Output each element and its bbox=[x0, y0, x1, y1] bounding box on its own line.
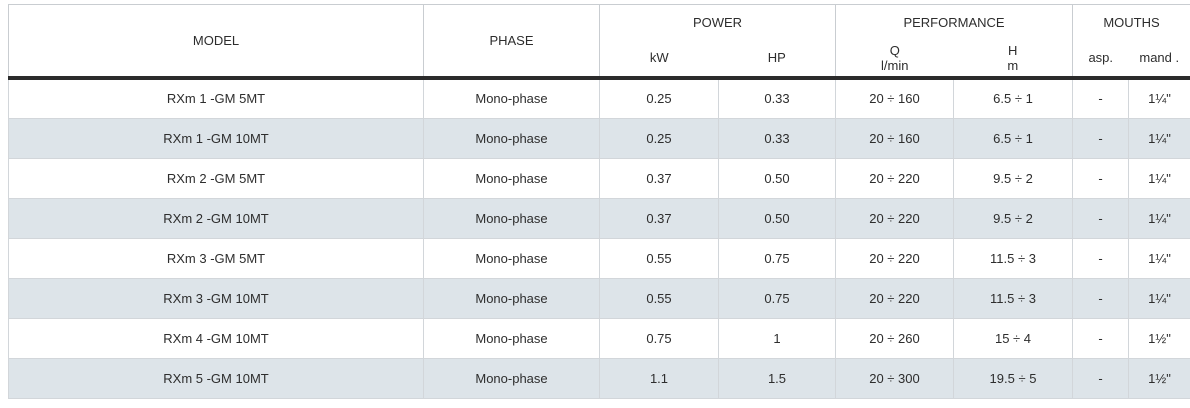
cell-h: 15 ÷ 4 bbox=[953, 317, 1073, 359]
cell-q: 20 ÷ 220 bbox=[835, 237, 954, 279]
table-header: MODEL PHASE POWER PERFORMANCE MOUTHS kW … bbox=[8, 4, 1190, 78]
cell-kw: 0.37 bbox=[599, 197, 719, 239]
header-performance: PERFORMANCE bbox=[835, 4, 1073, 39]
cell-phase: Mono-phase bbox=[423, 77, 600, 119]
cell-mand: 1½" bbox=[1128, 317, 1190, 359]
table-row: RXm 3 -GM 10MT Mono-phase 0.55 0.75 20 ÷… bbox=[8, 277, 1190, 319]
subheader-mand: mand . bbox=[1128, 39, 1190, 78]
subheader-kw: kW bbox=[599, 39, 719, 78]
table-row: RXm 2 -GM 5MT Mono-phase 0.37 0.50 20 ÷ … bbox=[8, 157, 1190, 199]
header-power: POWER bbox=[599, 4, 836, 39]
cell-h: 9.5 ÷ 2 bbox=[953, 197, 1073, 239]
cell-kw: 0.55 bbox=[599, 237, 719, 279]
cell-h: 6.5 ÷ 1 bbox=[953, 77, 1073, 119]
cell-q: 20 ÷ 160 bbox=[835, 77, 954, 119]
cell-mand: 1¼" bbox=[1128, 237, 1190, 279]
cell-kw: 1.1 bbox=[599, 357, 719, 399]
cell-phase: Mono-phase bbox=[423, 277, 600, 319]
cell-q: 20 ÷ 260 bbox=[835, 317, 954, 359]
cell-kw: 0.25 bbox=[599, 117, 719, 159]
cell-phase: Mono-phase bbox=[423, 357, 600, 399]
cell-q: 20 ÷ 220 bbox=[835, 277, 954, 319]
cell-h: 11.5 ÷ 3 bbox=[953, 237, 1073, 279]
cell-h: 6.5 ÷ 1 bbox=[953, 117, 1073, 159]
cell-kw: 0.55 bbox=[599, 277, 719, 319]
subheader-h-symbol: H bbox=[1008, 42, 1018, 58]
cell-phase: Mono-phase bbox=[423, 317, 600, 359]
cell-asp: - bbox=[1072, 357, 1129, 399]
cell-model: RXm 3 -GM 5MT bbox=[8, 237, 424, 279]
cell-hp: 1.5 bbox=[718, 357, 836, 399]
table-row: RXm 1 -GM 5MT Mono-phase 0.25 0.33 20 ÷ … bbox=[8, 77, 1190, 119]
header-phase: PHASE bbox=[423, 4, 600, 78]
table-row: RXm 1 -GM 10MT Mono-phase 0.25 0.33 20 ÷… bbox=[8, 117, 1190, 159]
table-row: RXm 5 -GM 10MT Mono-phase 1.1 1.5 20 ÷ 3… bbox=[8, 357, 1190, 399]
subheader-hp: HP bbox=[718, 39, 836, 78]
cell-model: RXm 3 -GM 10MT bbox=[8, 277, 424, 319]
header-model: MODEL bbox=[8, 4, 424, 78]
subheader-asp: asp. bbox=[1072, 39, 1129, 78]
cell-mand: 1¼" bbox=[1128, 157, 1190, 199]
cell-hp: 0.50 bbox=[718, 157, 836, 199]
header-mouths: MOUTHS bbox=[1072, 4, 1190, 39]
cell-asp: - bbox=[1072, 197, 1129, 239]
cell-hp: 0.50 bbox=[718, 197, 836, 239]
table-row: RXm 2 -GM 10MT Mono-phase 0.37 0.50 20 ÷… bbox=[8, 197, 1190, 239]
cell-model: RXm 1 -GM 10MT bbox=[8, 117, 424, 159]
cell-hp: 1 bbox=[718, 317, 836, 359]
cell-phase: Mono-phase bbox=[423, 117, 600, 159]
cell-mand: 1¼" bbox=[1128, 117, 1190, 159]
table-body: RXm 1 -GM 5MT Mono-phase 0.25 0.33 20 ÷ … bbox=[8, 77, 1190, 399]
cell-mand: 1¼" bbox=[1128, 197, 1190, 239]
cell-kw: 0.37 bbox=[599, 157, 719, 199]
cell-model: RXm 2 -GM 5MT bbox=[8, 157, 424, 199]
cell-mand: 1¼" bbox=[1128, 277, 1190, 319]
subheader-q-symbol: Q bbox=[889, 42, 900, 58]
subheader-q-unit: l/min bbox=[881, 57, 909, 73]
cell-q: 20 ÷ 220 bbox=[835, 157, 954, 199]
cell-asp: - bbox=[1072, 77, 1129, 119]
cell-phase: Mono-phase bbox=[423, 157, 600, 199]
cell-asp: - bbox=[1072, 237, 1129, 279]
cell-hp: 0.33 bbox=[718, 77, 836, 119]
cell-hp: 0.75 bbox=[718, 237, 836, 279]
pump-spec-table: MODEL PHASE POWER PERFORMANCE MOUTHS kW … bbox=[8, 4, 1190, 399]
cell-model: RXm 5 -GM 10MT bbox=[8, 357, 424, 399]
cell-kw: 0.75 bbox=[599, 317, 719, 359]
cell-h: 11.5 ÷ 3 bbox=[953, 277, 1073, 319]
cell-asp: - bbox=[1072, 157, 1129, 199]
cell-hp: 0.33 bbox=[718, 117, 836, 159]
cell-model: RXm 2 -GM 10MT bbox=[8, 197, 424, 239]
cell-phase: Mono-phase bbox=[423, 237, 600, 279]
cell-phase: Mono-phase bbox=[423, 197, 600, 239]
cell-q: 20 ÷ 160 bbox=[835, 117, 954, 159]
table-row: RXm 4 -GM 10MT Mono-phase 0.75 1 20 ÷ 26… bbox=[8, 317, 1190, 359]
cell-asp: - bbox=[1072, 277, 1129, 319]
cell-model: RXm 4 -GM 10MT bbox=[8, 317, 424, 359]
cell-asp: - bbox=[1072, 317, 1129, 359]
cell-hp: 0.75 bbox=[718, 277, 836, 319]
table-row: RXm 3 -GM 5MT Mono-phase 0.55 0.75 20 ÷ … bbox=[8, 237, 1190, 279]
cell-q: 20 ÷ 300 bbox=[835, 357, 954, 399]
cell-mand: 1¼" bbox=[1128, 77, 1190, 119]
cell-h: 9.5 ÷ 2 bbox=[953, 157, 1073, 199]
cell-mand: 1½" bbox=[1128, 357, 1190, 399]
cell-kw: 0.25 bbox=[599, 77, 719, 119]
header-group-row: MODEL PHASE POWER PERFORMANCE MOUTHS bbox=[8, 4, 1190, 78]
cell-model: RXm 1 -GM 5MT bbox=[8, 77, 424, 119]
cell-q: 20 ÷ 220 bbox=[835, 197, 954, 239]
subheader-h-unit: m bbox=[1007, 57, 1019, 73]
cell-asp: - bbox=[1072, 117, 1129, 159]
cell-h: 19.5 ÷ 5 bbox=[953, 357, 1073, 399]
